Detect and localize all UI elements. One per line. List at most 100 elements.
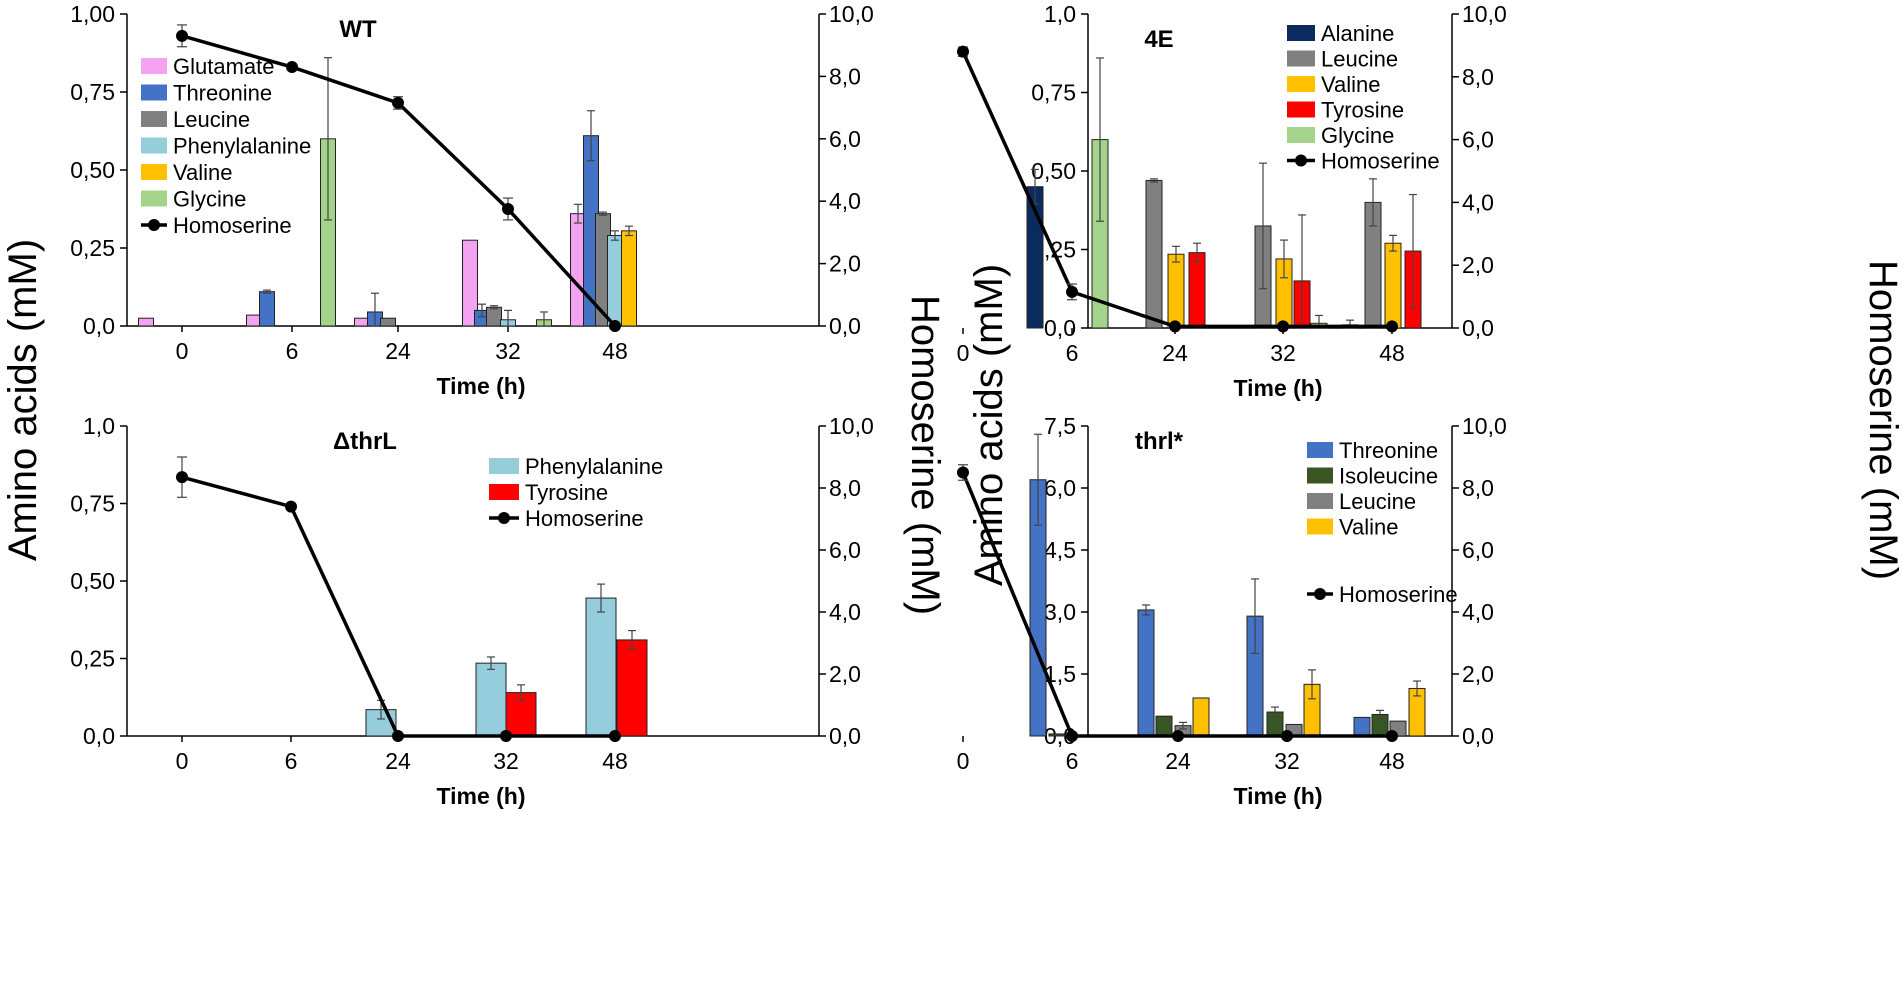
x-tick-label: 6 [285, 748, 298, 774]
y2-tick-label: 10,0 [1462, 1, 1507, 27]
homoserine-point [957, 466, 969, 479]
legend-label: Tyrosine [525, 480, 608, 505]
y2-tick-label: 0,0 [1462, 723, 1494, 749]
y-tick-label: 0,50 [1031, 158, 1076, 184]
homoserine-point [176, 29, 188, 42]
legend-label: Threonine [1339, 438, 1438, 463]
legend-swatch [1307, 467, 1333, 484]
legend-label: Alanine [1321, 21, 1394, 46]
y2-tick-label: 4,0 [1462, 599, 1494, 625]
y-tick-label: 1,0 [83, 413, 115, 439]
x-axis-label: Time (h) [1233, 783, 1322, 809]
x-tick-label: 6 [1066, 748, 1079, 774]
bar-phenylalanine [607, 235, 623, 327]
homoserine-point [176, 471, 188, 484]
homoserine-point [392, 96, 404, 109]
y-axis-label-right-2: Homoserine (mM) [1861, 260, 1902, 580]
y2-tick-label: 10,0 [1462, 413, 1507, 439]
x-tick-label: 48 [602, 338, 628, 364]
y-tick-label: 1,0 [1044, 1, 1076, 27]
legend-marker [498, 512, 510, 524]
legend-label: Homoserine [525, 506, 644, 531]
legend-swatch [1307, 442, 1333, 458]
legend-swatch [1287, 127, 1315, 143]
legend-swatch [489, 458, 519, 474]
bar-threonine [1137, 609, 1155, 737]
y-tick-label: 0,75 [70, 79, 115, 105]
legend-label: Leucine [1321, 47, 1398, 72]
chart-title: ΔthrL [333, 428, 397, 455]
legend-swatch [141, 111, 167, 127]
legend-swatch [141, 84, 167, 101]
bar-glutamate [138, 317, 154, 327]
homoserine-point [609, 730, 621, 742]
homoserine-point [502, 203, 514, 215]
x-tick-label: 24 [1162, 340, 1188, 366]
legend-label: Glycine [1321, 123, 1394, 148]
y2-tick-label: 0,0 [829, 723, 861, 749]
bar-valine [1384, 242, 1402, 329]
homoserine-point [285, 500, 297, 513]
x-tick-label: 24 [385, 748, 411, 774]
y-tick-label: 0,0 [1044, 315, 1076, 341]
y2-tick-label: 0,0 [1462, 315, 1494, 341]
x-axis-label: Time (h) [436, 783, 525, 809]
x-tick-label: 24 [1165, 748, 1191, 774]
y2-tick-label: 0,0 [829, 313, 861, 339]
y2-tick-label: 10,0 [829, 413, 874, 439]
x-tick-label: 0 [176, 748, 189, 774]
y-tick-label: 0,75 [1031, 80, 1076, 106]
y-tick-label: 0,25 [70, 646, 115, 672]
x-tick-label: 0 [176, 338, 189, 364]
y2-tick-label: 2,0 [829, 661, 861, 687]
y2-tick-label: 8,0 [829, 63, 861, 89]
y-tick-label: 0,0 [83, 313, 115, 339]
legend-label: Valine [1321, 72, 1381, 97]
bar-isoleucine [1155, 715, 1173, 737]
legend-swatch [1287, 76, 1315, 92]
x-tick-label: 48 [602, 748, 628, 774]
x-axis-label: Time (h) [436, 373, 525, 399]
chart-panel: 0,00,250,500,751,00,02,04,06,08,010,00 6 2… [957, 1, 1507, 401]
bar-tyrosine [616, 639, 648, 737]
y-tick-label: 0,75 [70, 491, 115, 517]
homoserine-point [957, 45, 969, 58]
legend-label: Leucine [173, 107, 250, 132]
y-axis-label-right: Homoserine (mM) [903, 295, 947, 615]
y-tick-label: 7,5 [1044, 413, 1076, 439]
x-tick-label: 32 [1274, 748, 1300, 774]
x-tick-label: 32 [1270, 340, 1296, 366]
chart-panel: 0,01,53,04,56,07,50,02,04,06,08,010,00 6 2… [957, 413, 1507, 809]
legend-label: Valine [1339, 515, 1399, 540]
y-tick-label: 0,0 [83, 723, 115, 749]
homoserine-point [1169, 320, 1181, 333]
bar-valine [1167, 253, 1185, 329]
x-tick-label: 48 [1379, 340, 1405, 366]
bar-glutamate [462, 239, 478, 327]
y2-tick-label: 6,0 [829, 126, 861, 152]
legend-label: Homoserine [1321, 149, 1440, 174]
legend-swatch [141, 190, 167, 207]
legend-swatch [141, 137, 167, 154]
bar-phenylalanine [585, 597, 617, 737]
homoserine-line [181, 34, 617, 328]
homoserine-point [1386, 730, 1398, 742]
chart-panel: 0,0 0,25 0,50 0,75 1,00 0,0 2,0 4,0 6,0 8,0 10,0 0 6… [70, 1, 874, 399]
legend-label: Tyrosine [1321, 98, 1404, 123]
homoserine-point [1066, 285, 1078, 298]
bar-phenylalanine [475, 662, 507, 737]
y2-tick-label: 6,0 [1462, 127, 1494, 153]
bar-valine [1192, 697, 1210, 737]
y2-tick-label: 2,0 [829, 251, 861, 277]
chart-panels: 0,0 0,25 0,50 0,75 1,0 0 0,0 2,0 4,0 6,0 8,0 10,0 0 6… [70, 1, 1507, 809]
chart-title: thrl* [1135, 428, 1184, 455]
chart-title: 4E [1144, 26, 1173, 53]
homoserine-line [961, 471, 1392, 738]
x-tick-label: 0 [957, 748, 970, 774]
legend-label: Valine [173, 160, 233, 185]
legend-label: Leucine [1339, 489, 1416, 514]
homoserine-point [609, 320, 621, 332]
legend-swatch [1287, 25, 1315, 41]
legend-label: Phenylalanine [525, 454, 663, 479]
